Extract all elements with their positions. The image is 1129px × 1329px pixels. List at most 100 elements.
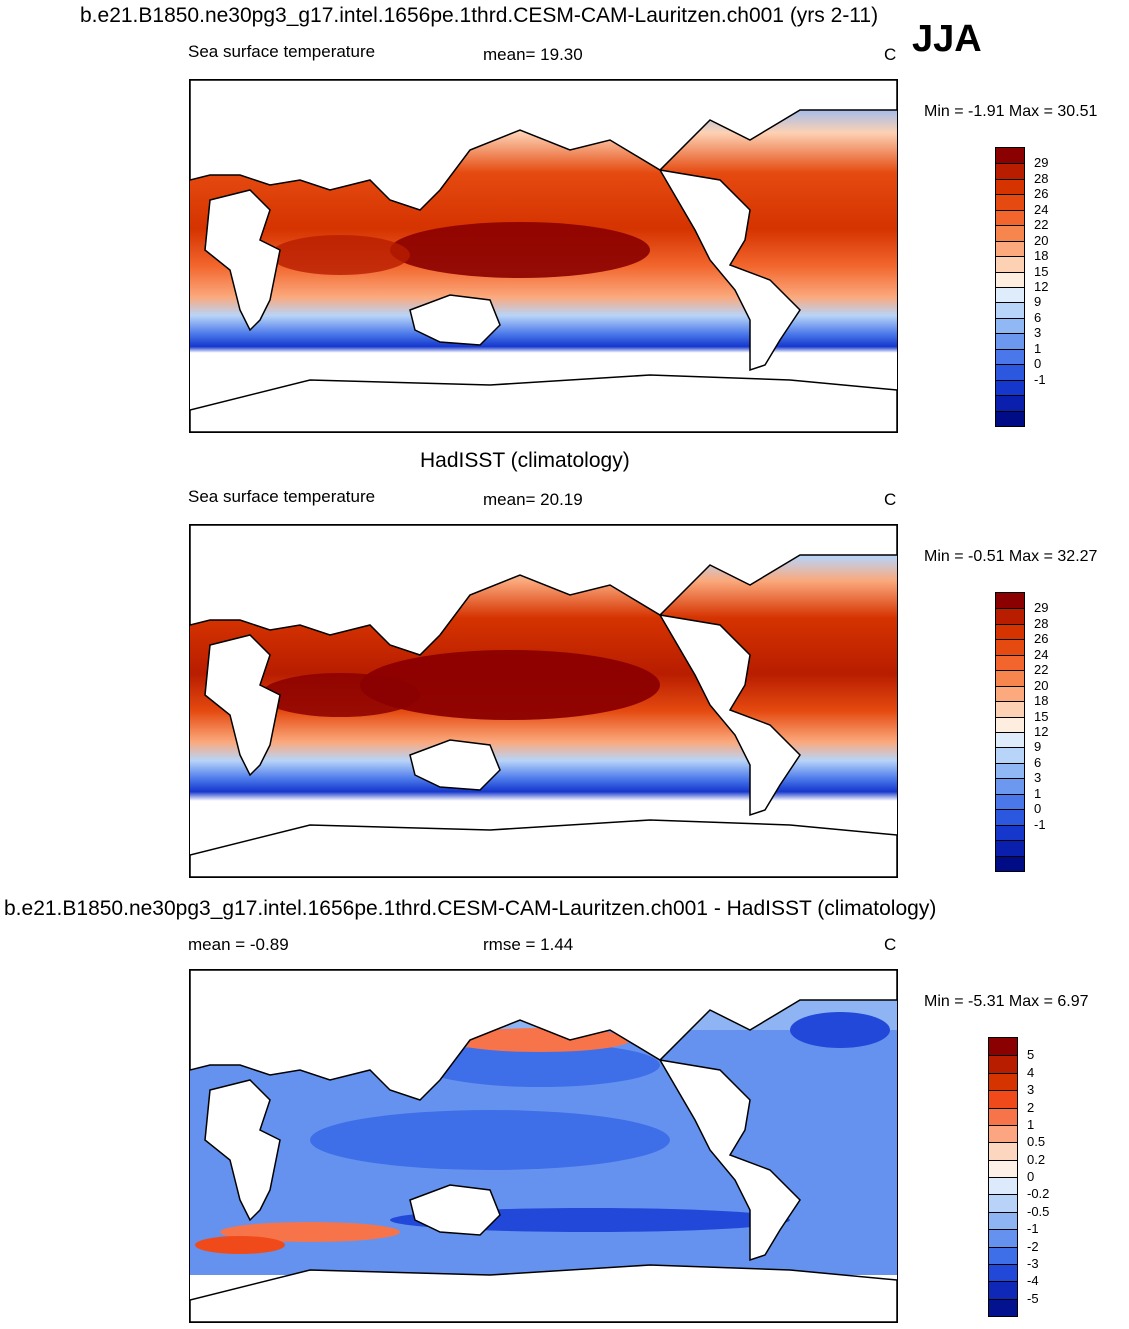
- colorbar-cell: [996, 747, 1024, 763]
- colorbar-tick-label: 6: [1034, 754, 1042, 770]
- colorbar-tick-label: 26: [1034, 631, 1049, 647]
- colorbar-tick-label: 6: [1034, 309, 1042, 325]
- colorbar-cell: [996, 809, 1024, 825]
- colorbar-cell: [996, 855, 1024, 871]
- units-label: C: [884, 935, 897, 954]
- colorbar-tick-label: -2: [1027, 1238, 1039, 1254]
- sst-map-obs: [190, 525, 897, 877]
- colorbar-cell: [989, 1194, 1017, 1212]
- sst-diff-map: [190, 970, 897, 1322]
- colorbar-tick-label: 2: [1027, 1099, 1035, 1115]
- colorbar-tick-label: 0: [1034, 356, 1042, 372]
- colorbar-tick-label: 9: [1034, 739, 1042, 755]
- colorbar-cell: [996, 716, 1024, 732]
- colorbar-cell: [989, 1038, 1017, 1056]
- colorbar-cell: [996, 209, 1024, 226]
- colorbar-tick-label: 29: [1034, 600, 1049, 616]
- colorbar-cell: [996, 824, 1024, 841]
- colorbar-tick-label: -0.2: [1027, 1186, 1050, 1202]
- colorbar-cell: [996, 178, 1024, 195]
- colorbar-tick-label: -3: [1027, 1255, 1039, 1271]
- colorbar-tick-label: 12: [1034, 279, 1049, 294]
- colorbar-cell: [996, 608, 1024, 624]
- colorbar-cell: [989, 1246, 1017, 1264]
- mean-label: mean = -0.89: [188, 935, 289, 954]
- colorbar-tick-label: -1: [1034, 371, 1046, 387]
- rmse-label: rmse = 1.44: [483, 935, 574, 954]
- colorbar-tick-label: 22: [1034, 217, 1049, 233]
- mean-label: mean= 20.19: [483, 490, 583, 509]
- minmax-label: Min = -0.51 Max = 32.27: [924, 548, 1098, 565]
- colorbar-cell: [996, 639, 1024, 655]
- colorbar-cell: [996, 194, 1024, 210]
- colorbar-tick-label: 3: [1034, 770, 1042, 786]
- colorbar-tick-label: 18: [1034, 248, 1049, 264]
- colorbar-cell: [996, 685, 1024, 702]
- colorbar-cell: [989, 1072, 1017, 1091]
- colorbar-cell: [996, 163, 1024, 179]
- colorbar-cell: [989, 1298, 1017, 1316]
- colorbar-cell: [989, 1263, 1017, 1282]
- colorbar-tick-label: -5: [1027, 1290, 1039, 1306]
- colorbar-cell: [989, 1107, 1017, 1125]
- colorbar-cell: [996, 240, 1024, 257]
- colorbar-tick-label: 20: [1034, 677, 1049, 693]
- minmax-label: Min = -1.91 Max = 30.51: [924, 103, 1098, 120]
- colorbar-cell: [989, 1281, 1017, 1299]
- minmax-label: Min = -5.31 Max = 6.97: [924, 993, 1089, 1010]
- colorbar-cell: [989, 1229, 1017, 1247]
- colorbar-cell: [996, 593, 1024, 609]
- map-model: [189, 79, 898, 433]
- colorbar-cell: [996, 287, 1024, 303]
- colorbar-cell: [996, 364, 1024, 380]
- colorbar-tick-label: -1: [1034, 816, 1046, 832]
- colorbar-cell: [996, 410, 1024, 426]
- colorbar-tick-label: 1: [1034, 340, 1042, 356]
- mean-label: mean= 19.30: [483, 45, 583, 64]
- colorbar-tick-label: 0.2: [1027, 1151, 1046, 1167]
- colorbar-tick-label: 28: [1034, 615, 1049, 631]
- map-obs: [189, 524, 898, 878]
- colorbar-cell: [996, 225, 1024, 241]
- colorbar-cell: [989, 1159, 1017, 1177]
- colorbar-tick-label: 0.5: [1027, 1134, 1046, 1150]
- colorbar-cell: [996, 348, 1024, 365]
- colorbar-obs: 29 28 26 24 22 20 18 15 12 9 6 3 1 0 -1: [995, 592, 1048, 872]
- colorbar-cell: [996, 271, 1024, 287]
- colorbar-cell: [989, 1211, 1017, 1230]
- colorbar-cell: [996, 778, 1024, 794]
- colorbar-tick-label: 5: [1027, 1047, 1035, 1063]
- colorbar-tick-label: 28: [1034, 170, 1049, 186]
- colorbar-cell: [996, 317, 1024, 334]
- colorbar-tick-label: 3: [1027, 1082, 1035, 1098]
- colorbar-tick-label: -0.5: [1027, 1203, 1050, 1219]
- colorbar-cell: [996, 379, 1024, 396]
- sst-map-model: [190, 80, 897, 432]
- colorbar-cell: [989, 1090, 1017, 1108]
- colorbar-tick-label: 0: [1027, 1169, 1035, 1184]
- colorbar-tick-label: 9: [1034, 294, 1042, 310]
- colorbar-cell: [989, 1124, 1017, 1143]
- colorbar-tick-label: 1: [1027, 1116, 1035, 1132]
- colorbar-cell: [996, 670, 1024, 686]
- units-label: C: [884, 490, 897, 509]
- colorbar-cell: [996, 840, 1024, 856]
- variable-label: Sea surface temperature: [188, 42, 376, 61]
- colorbar-cell: [989, 1177, 1017, 1195]
- colorbar-cell: [996, 256, 1024, 272]
- colorbar-tick-label: -4: [1027, 1273, 1039, 1289]
- colorbar-cell: [996, 302, 1024, 318]
- colorbar-cell: [996, 762, 1024, 779]
- colorbar-tick-label: 20: [1034, 232, 1049, 248]
- colorbar-cell: [996, 654, 1024, 671]
- colorbar-tick-label: 24: [1034, 201, 1049, 217]
- colorbar-tick-label: 3: [1034, 325, 1042, 341]
- colorbar-tick-label: 15: [1034, 263, 1049, 279]
- units-label: C: [884, 45, 897, 64]
- colorbar-tick-label: 22: [1034, 662, 1049, 678]
- colorbar-cell: [989, 1142, 1017, 1160]
- colorbar-tick-label: 29: [1034, 155, 1049, 171]
- colorbar-diff: 5 4 3 2 1 0.5 0.2 0 -0.2 -0.5 -1 -2 -3 -4 -5: [988, 1037, 1049, 1317]
- colorbar-tick-label: 15: [1034, 708, 1049, 724]
- colorbar-model: 29 28 26 24 22 20 18 15 12 9 6 3 1 0 -1: [995, 147, 1048, 427]
